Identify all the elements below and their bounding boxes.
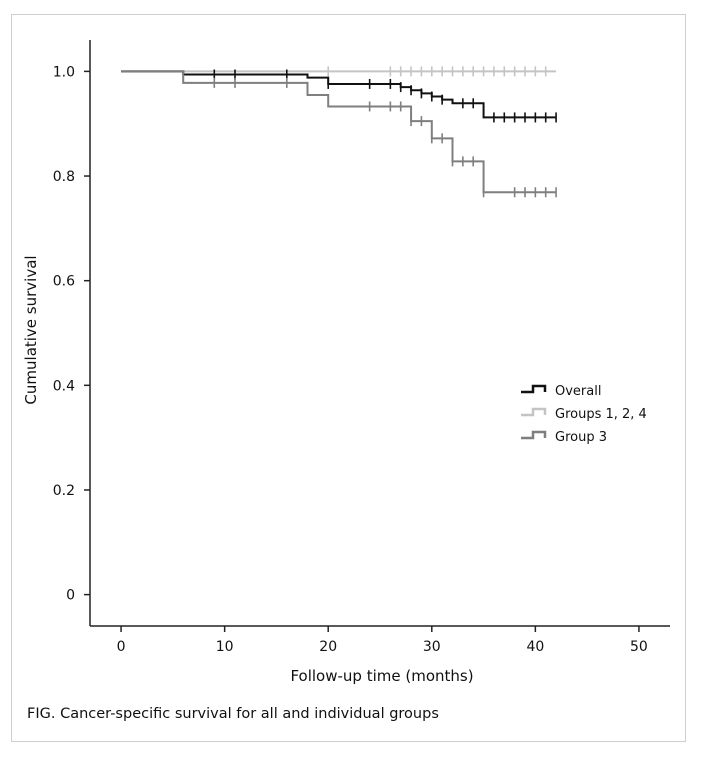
x-tick-label: 40 xyxy=(526,639,544,655)
x-axis-title: Follow-up time (months) xyxy=(290,667,473,685)
series-group-3 xyxy=(121,70,557,198)
y-tick-label: 0.4 xyxy=(53,378,75,394)
legend-label: Group 3 xyxy=(555,430,607,445)
series-groups-1-2-4 xyxy=(121,66,557,77)
legend-item-group-3: Group 3 xyxy=(521,430,607,445)
figure-caption: FIG. Cancer-specific survival for all an… xyxy=(27,706,439,722)
survival-curve-overall xyxy=(121,70,557,119)
legend-label: Groups 1, 2, 4 xyxy=(555,407,647,422)
y-tick-label: 0 xyxy=(66,588,75,604)
legend-label: Overall xyxy=(555,384,601,399)
y-tick-label: 0.6 xyxy=(53,274,75,290)
x-tick-label: 20 xyxy=(319,639,337,655)
y-tick-label: 1.0 xyxy=(53,64,75,80)
x-tick-label: 30 xyxy=(423,639,441,655)
legend-item-overall: Overall xyxy=(521,384,601,399)
x-tick-label: 10 xyxy=(216,639,234,655)
series-overall xyxy=(121,69,557,123)
x-tick-label: 0 xyxy=(117,639,126,655)
figure-frame xyxy=(11,14,686,742)
y-tick-label: 0.8 xyxy=(53,169,75,185)
axes: 0 10 20 30 40 50 0 0.2 0.4 0.6 0.8 1.0 xyxy=(53,40,670,655)
x-tick-label: 50 xyxy=(630,639,648,655)
series-layer xyxy=(121,66,557,198)
legend-swatch xyxy=(521,407,547,417)
legend-swatch xyxy=(521,384,547,394)
survival-chart: 0 10 20 30 40 50 0 0.2 0.4 0.6 0.8 1.0 Overall Group… xyxy=(22,40,670,685)
legend-swatch xyxy=(521,430,547,440)
y-axis-title: Cumulative survival xyxy=(22,255,40,404)
legend-item-groups-1-2-4: Groups 1, 2, 4 xyxy=(521,407,647,422)
survival-curve-group-3 xyxy=(121,70,557,194)
y-tick-label: 0.2 xyxy=(53,483,75,499)
legend: Overall Groups 1, 2, 4 Group 3 xyxy=(521,384,647,445)
